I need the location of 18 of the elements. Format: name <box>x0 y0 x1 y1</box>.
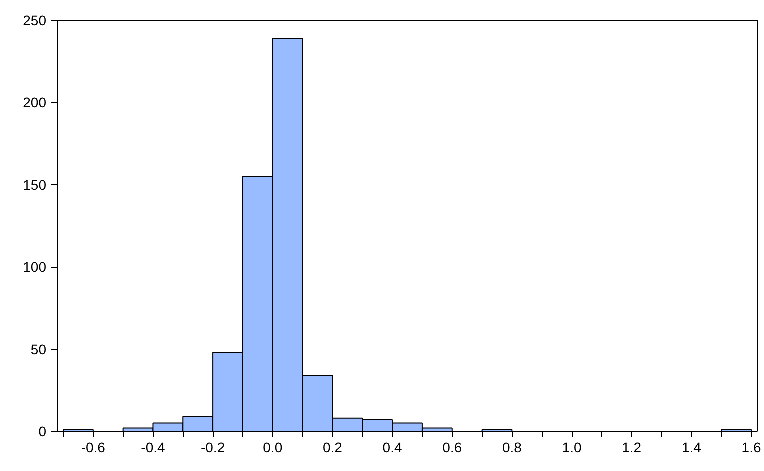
x-tick-label: 1.4 <box>682 440 702 456</box>
y-tick-label: 200 <box>23 94 47 111</box>
y-tick-label: 100 <box>23 259 47 276</box>
x-tick-label: 1.2 <box>622 440 642 456</box>
x-tick-label: 1.0 <box>562 440 582 456</box>
x-tick-label: -0.2 <box>200 440 226 456</box>
x-tick-label: -0.6 <box>81 440 106 456</box>
x-tick-label: 0.8 <box>502 440 522 456</box>
x-tick-label: 0.4 <box>382 440 402 456</box>
y-tick-label: 150 <box>23 176 47 193</box>
x-tick-label: 0.6 <box>442 440 462 456</box>
y-tick-label: 0 <box>38 424 47 440</box>
x-tick-label: -0.4 <box>141 440 166 456</box>
y-tick-label: 50 <box>30 341 47 358</box>
x-tick-label: 0.2 <box>322 440 343 456</box>
x-tick-label: 0.0 <box>263 440 283 456</box>
x-tick-label: 1.6 <box>742 440 762 456</box>
y-tick-label: 250 <box>23 12 47 28</box>
